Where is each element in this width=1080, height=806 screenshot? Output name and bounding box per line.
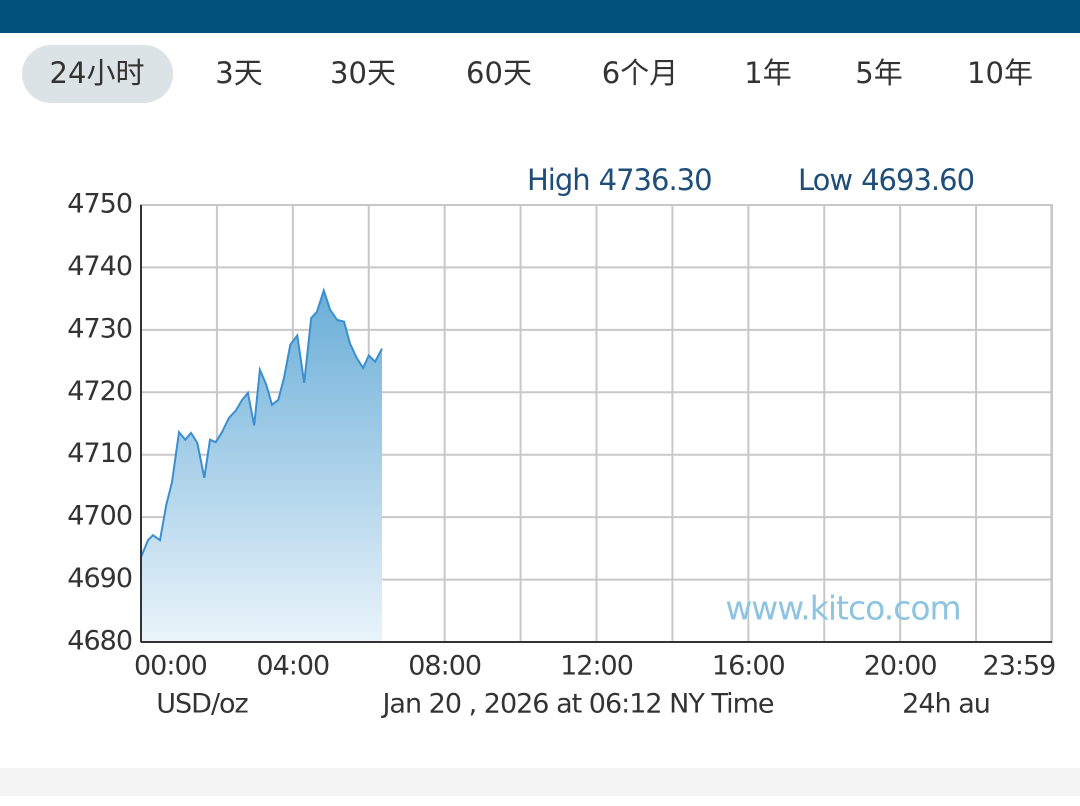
- chart: 4680 4690 4700 4710 4720 4730 4740 4750 00:00 04:…: [67, 163, 1056, 720]
- tab[interactable]: 1年: [744, 56, 791, 90]
- x-tick-label: 16:00: [712, 651, 785, 682]
- tab[interactable]: 30天: [330, 56, 396, 90]
- annotation-value: 4736.30: [599, 163, 712, 197]
- top-bar: [0, 0, 1080, 33]
- tab[interactable]: 60天: [466, 56, 532, 90]
- unit-label: USD/oz: [156, 689, 248, 720]
- x-tick-label: 00:00: [134, 651, 207, 682]
- bottom-strip: [0, 768, 1080, 796]
- y-tick-label: 4740: [67, 251, 132, 282]
- x-tick-label: 08:00: [408, 651, 481, 682]
- x-tick-label: 23:59: [983, 651, 1056, 682]
- y-tick-label: 4750: [67, 189, 132, 220]
- y-tick-label: 4700: [67, 501, 132, 532]
- annotation-label: High: [527, 163, 590, 197]
- x-tick-label: 04:00: [256, 651, 329, 682]
- tab[interactable]: 6个月: [602, 56, 678, 90]
- tab-selected-bg: [22, 45, 173, 103]
- annotation-label: Low: [798, 163, 852, 197]
- period-label: 24h au: [902, 689, 990, 720]
- y-tick-label: 4720: [67, 376, 132, 407]
- annotation: Low 4693.60: [798, 163, 974, 197]
- tab-bar: 24小时 3天 30天 60天 6个月 1年 5年 10年: [22, 45, 1033, 103]
- tab[interactable]: 5年: [855, 56, 902, 90]
- y-tick-label: 4730: [67, 313, 132, 344]
- timestamp: Jan 20 , 2026 at 06:12 NY Time: [380, 689, 773, 720]
- y-tick-label: 4710: [67, 438, 132, 469]
- watermark: www.kitco.com: [725, 589, 960, 628]
- x-tick-label: 20:00: [864, 651, 937, 682]
- area-fill: [141, 290, 382, 642]
- annotation-value: 4693.60: [861, 163, 974, 197]
- y-tick-label: 4690: [67, 563, 132, 594]
- tab[interactable]: 10年: [967, 56, 1033, 90]
- annotation: High 4736.30: [527, 163, 712, 197]
- tab[interactable]: 3天: [215, 56, 262, 90]
- y-tick-label: 4680: [67, 626, 132, 657]
- price-line: [140, 287, 383, 558]
- x-tick-label: 12:00: [560, 651, 633, 682]
- tab[interactable]: 24小时: [50, 56, 145, 90]
